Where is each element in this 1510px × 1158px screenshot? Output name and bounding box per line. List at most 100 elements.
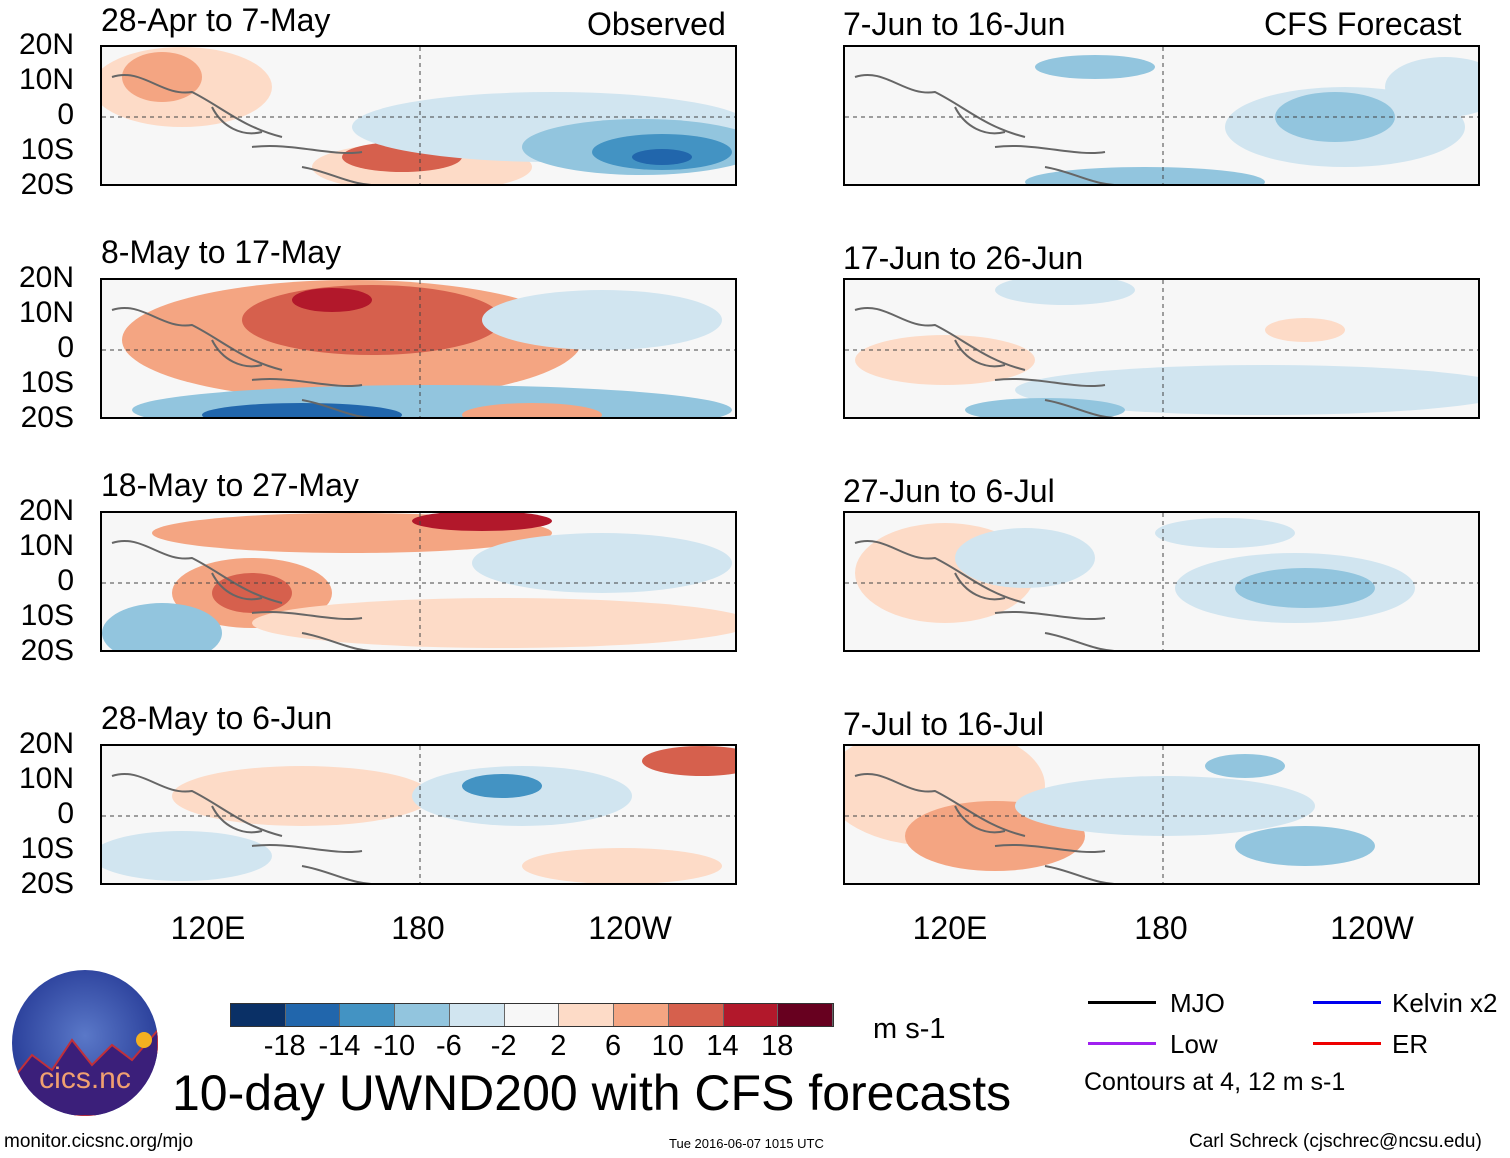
wind-anomaly-shading bbox=[1385, 57, 1478, 117]
footer-url: monitor.cicsnc.org/mjo bbox=[4, 1131, 194, 1152]
wind-anomaly-shading bbox=[1015, 776, 1315, 836]
forecast-header: CFS Forecast bbox=[1264, 6, 1462, 42]
coastline bbox=[111, 307, 373, 417]
footer-timestamp: Tue 2016-06-07 1015 UTC bbox=[669, 1136, 824, 1151]
coastline bbox=[854, 773, 1116, 883]
colorbar-swatch bbox=[668, 1004, 724, 1026]
wind-anomaly-shading bbox=[995, 280, 1135, 305]
wind-anomaly-shading bbox=[252, 598, 735, 648]
colorbar-swatch bbox=[449, 1004, 505, 1026]
wind-anomaly-shading bbox=[102, 831, 272, 881]
colorbar-tick-label: 6 bbox=[605, 1030, 622, 1062]
lat-label: 20N bbox=[18, 261, 74, 294]
colorbar-tick-label: 2 bbox=[550, 1030, 567, 1062]
coastline bbox=[111, 540, 373, 650]
wind-anomaly-shading bbox=[202, 403, 402, 417]
lon-label: 120E bbox=[170, 910, 246, 946]
wind-anomaly-shading bbox=[292, 288, 372, 312]
wind-anomaly-shading bbox=[1235, 568, 1375, 608]
colorbar-tick-label: -10 bbox=[373, 1030, 416, 1062]
wind-anomaly-shading bbox=[472, 533, 732, 593]
wind-anomaly-shading bbox=[462, 403, 602, 417]
panel-title: 8-May to 17-May bbox=[101, 234, 342, 270]
coastline bbox=[111, 74, 373, 184]
lat-label: 20S bbox=[20, 168, 74, 201]
lat-label: 0 bbox=[57, 564, 74, 597]
legend-line-er bbox=[1313, 1042, 1381, 1045]
wind-anomaly-shading bbox=[242, 285, 502, 355]
lat-label: 0 bbox=[57, 98, 74, 131]
lat-label: 10S bbox=[20, 832, 74, 865]
legend-line-kelvin bbox=[1313, 1001, 1381, 1004]
wind-anomaly-shading bbox=[522, 848, 722, 883]
lon-label: 120W bbox=[1330, 910, 1414, 946]
map-panel bbox=[843, 511, 1480, 652]
coastline bbox=[111, 773, 373, 883]
colorbar-tick-label: 10 bbox=[651, 1030, 684, 1062]
legend-label: Low bbox=[1170, 1029, 1218, 1059]
figure-title: 10-day UWND200 with CFS forecasts bbox=[172, 1065, 1012, 1121]
map-panel bbox=[843, 278, 1480, 419]
legend-line-low bbox=[1088, 1042, 1156, 1045]
wind-anomaly-shading bbox=[955, 528, 1095, 588]
lon-label: 180 bbox=[391, 910, 445, 946]
lon-label: 180 bbox=[1134, 910, 1188, 946]
panel-title: 28-May to 6-Jun bbox=[101, 700, 333, 736]
colorbar-tick-label: 14 bbox=[706, 1030, 739, 1062]
lat-label: 10S bbox=[20, 366, 74, 399]
wind-anomaly-shading bbox=[642, 746, 735, 776]
wind-anomaly-shading bbox=[1025, 167, 1265, 184]
wind-anomaly-shading bbox=[102, 603, 222, 650]
colorbar-swatch bbox=[723, 1004, 779, 1026]
wind-anomaly-shading bbox=[1265, 318, 1345, 342]
observed-header: Observed bbox=[587, 6, 726, 42]
lat-label: 10S bbox=[20, 133, 74, 166]
colorbar-units: m s-1 bbox=[873, 1013, 946, 1045]
logo: cics.nc bbox=[12, 970, 158, 1116]
lat-label: 10N bbox=[18, 296, 74, 329]
lat-label: 20N bbox=[18, 28, 74, 61]
wind-anomaly-shading bbox=[462, 774, 542, 798]
panel-title: 18-May to 27-May bbox=[101, 467, 359, 503]
colorbar-swatch bbox=[285, 1004, 341, 1026]
logo-text: cics.nc bbox=[39, 1062, 131, 1095]
lon-label: 120E bbox=[912, 910, 988, 946]
wind-anomaly-shading bbox=[632, 149, 692, 165]
legend-line-mjo bbox=[1088, 1001, 1156, 1004]
panel-title: 28-Apr to 7-May bbox=[101, 2, 331, 38]
colorbar-swatch bbox=[340, 1004, 396, 1026]
legend-label: Kelvin x2 bbox=[1392, 988, 1498, 1018]
footer-author: Carl Schreck (cjschrec@ncsu.edu) bbox=[1189, 1131, 1482, 1152]
map-panel bbox=[100, 45, 737, 186]
colorbar-swatch bbox=[778, 1004, 834, 1026]
coastline bbox=[854, 74, 1116, 184]
lat-label: 10N bbox=[18, 529, 74, 562]
colorbar-tick-label: -2 bbox=[490, 1030, 517, 1062]
colorbar-tick-label: -14 bbox=[318, 1030, 361, 1062]
colorbar-swatch bbox=[504, 1004, 560, 1026]
panel-title: 7-Jun to 16-Jun bbox=[843, 6, 1066, 42]
wind-anomaly-shading bbox=[122, 52, 202, 102]
coastline bbox=[854, 540, 1116, 650]
legend-label: ER bbox=[1392, 1029, 1429, 1059]
panel-title: 17-Jun to 26-Jun bbox=[843, 240, 1084, 276]
lat-label: 20N bbox=[18, 727, 74, 760]
colorbar-tick-label: -18 bbox=[263, 1030, 306, 1062]
colorbar-swatch bbox=[395, 1004, 450, 1026]
map-panel bbox=[100, 511, 737, 652]
colorbar-swatch bbox=[614, 1004, 669, 1026]
map-panel bbox=[843, 45, 1480, 186]
colorbar bbox=[230, 1003, 834, 1027]
colorbar-tick-label: 18 bbox=[761, 1030, 794, 1062]
contour-note: Contours at 4, 12 m s-1 bbox=[1084, 1068, 1346, 1096]
lon-label: 120W bbox=[588, 910, 672, 946]
lat-label: 20N bbox=[18, 494, 74, 527]
wind-anomaly-shading bbox=[1205, 754, 1285, 778]
map-panel bbox=[100, 278, 737, 419]
mountain-graphic bbox=[12, 1028, 158, 1116]
wind-anomaly-shading bbox=[1235, 826, 1375, 866]
lat-label: 0 bbox=[57, 797, 74, 830]
map-panel bbox=[843, 744, 1480, 885]
lat-label: 20S bbox=[20, 867, 74, 900]
